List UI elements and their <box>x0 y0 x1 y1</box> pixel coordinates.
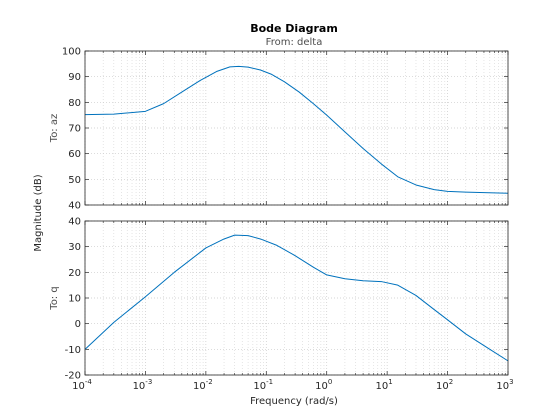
row-label: To: q <box>49 286 60 310</box>
chart-title: Bode Diagram <box>250 22 338 35</box>
y-tick-label: 20 <box>68 268 81 279</box>
y-tick-label: 70 <box>68 124 81 135</box>
y-tick-label: 100 <box>62 47 81 58</box>
y-tick-label: 50 <box>68 175 81 186</box>
y-tick-label: -20 <box>65 371 81 382</box>
panel-1: -20 -10 0 10 20 30 40 To: q <box>49 217 508 382</box>
y-axis-label: Magnitude (dB) <box>33 174 44 251</box>
y-tick-label: 0 <box>75 319 81 330</box>
y-tick-label: 60 <box>68 149 81 160</box>
y-tick-label: 90 <box>68 72 81 83</box>
panel-0: 40 50 60 70 80 90 100 To: az <box>49 47 508 212</box>
y-tick-label: -10 <box>65 345 81 356</box>
y-tick-label: 10 <box>68 294 81 305</box>
x-axis-label: Frequency (rad/s) <box>250 396 338 407</box>
y-tick-label: 40 <box>68 217 81 228</box>
y-tick-label: 30 <box>68 242 81 253</box>
y-tick-label: 80 <box>68 98 81 109</box>
y-tick-label: 40 <box>68 201 81 212</box>
row-label: To: az <box>49 114 60 143</box>
chart-subtitle: From: delta <box>266 37 323 48</box>
